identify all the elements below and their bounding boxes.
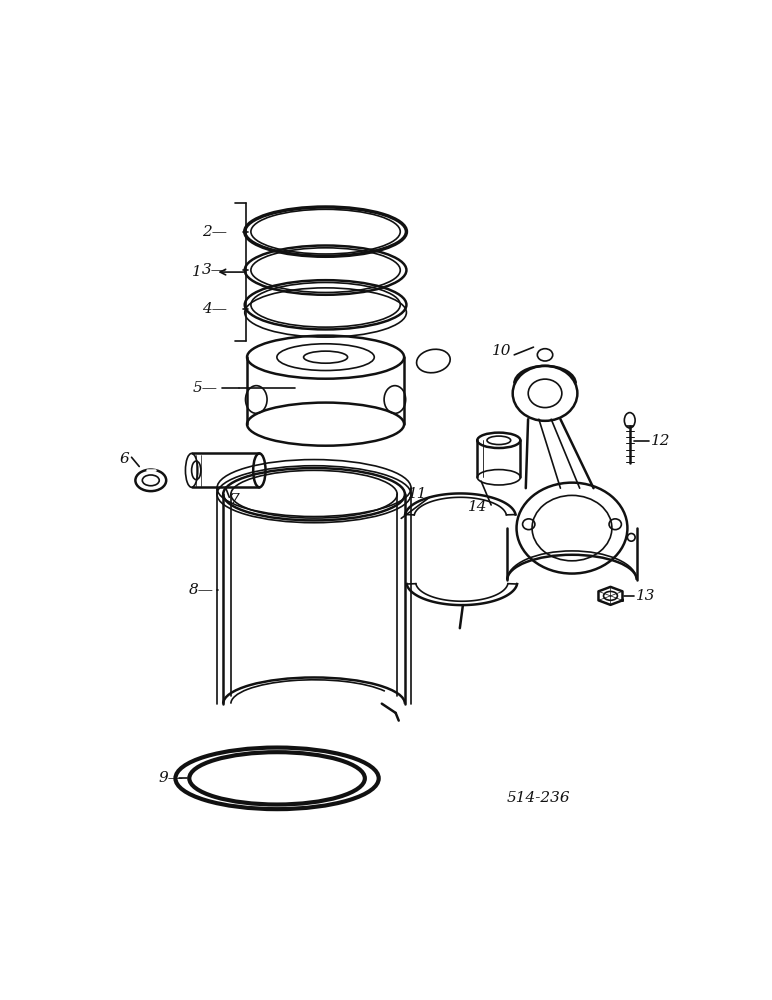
Text: 10: 10: [492, 344, 511, 358]
Text: 514-236: 514-236: [506, 791, 571, 805]
Text: 12: 12: [652, 434, 671, 448]
Text: 8—: 8—: [189, 583, 214, 597]
Text: 6: 6: [120, 452, 129, 466]
Text: 11: 11: [408, 487, 427, 501]
Text: 1: 1: [192, 265, 201, 279]
Text: 4—: 4—: [202, 302, 227, 316]
Text: 13: 13: [636, 589, 655, 603]
Text: 14: 14: [468, 500, 487, 514]
Text: 3—: 3—: [202, 263, 227, 277]
Text: 7: 7: [229, 493, 239, 507]
Text: 2—: 2—: [202, 225, 227, 239]
Text: 5—: 5—: [193, 381, 218, 395]
Text: 9—: 9—: [158, 771, 183, 785]
